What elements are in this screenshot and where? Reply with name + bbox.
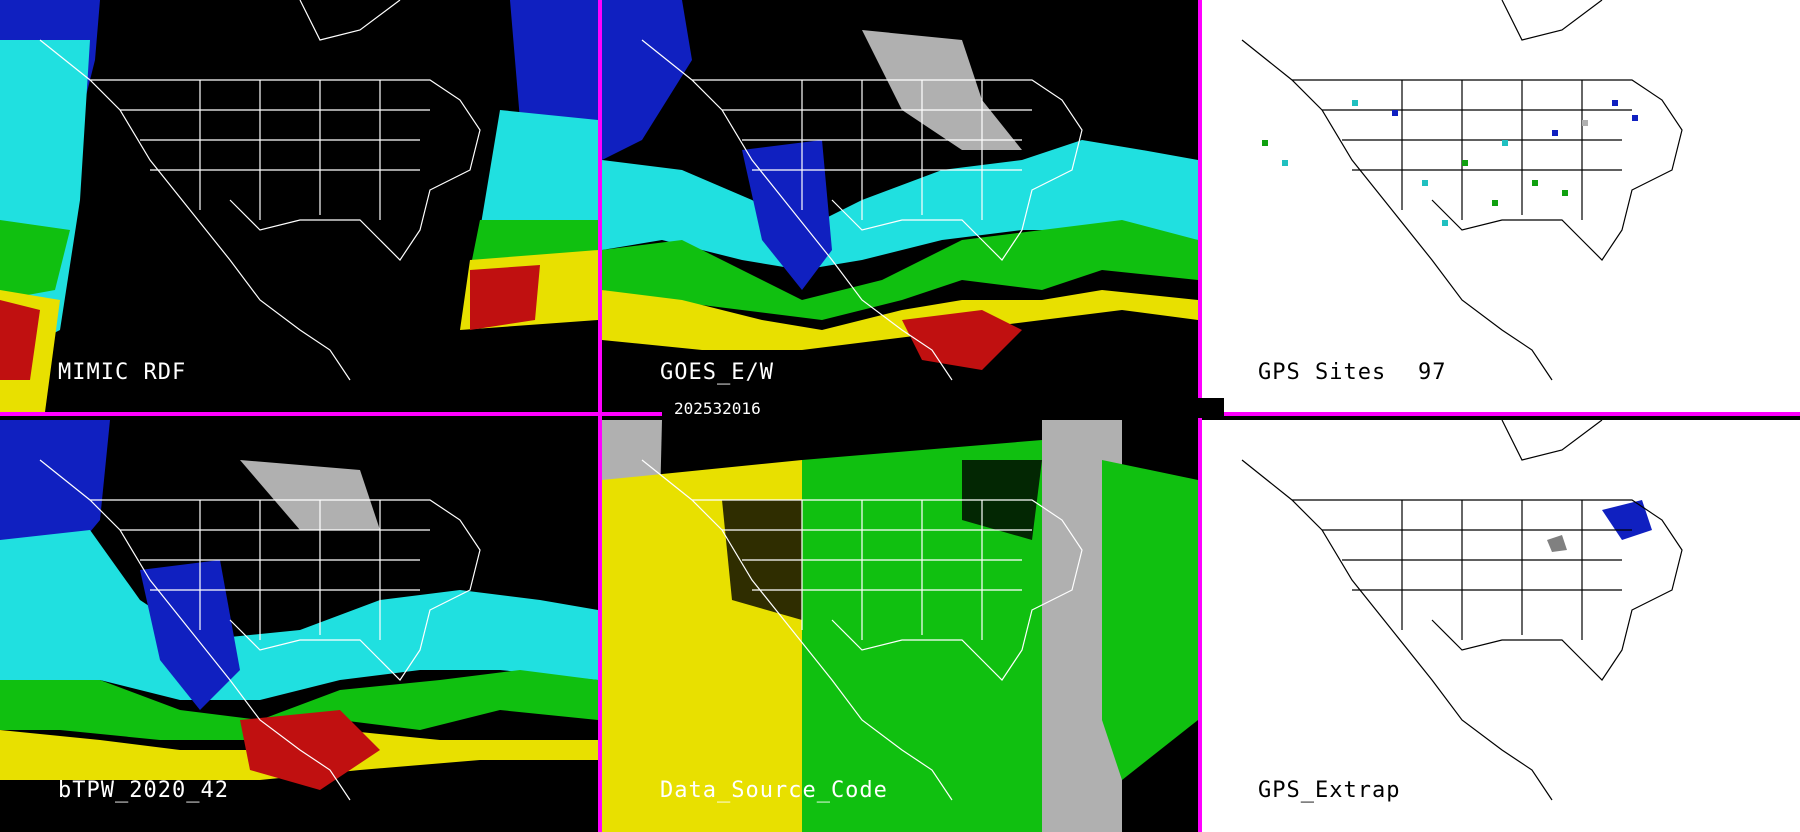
gps-site-count: 97 bbox=[1418, 360, 1447, 385]
map-outline bbox=[39, 459, 481, 801]
map-outline bbox=[641, 39, 1083, 381]
panel-data-source-code: Data_Source_Code bbox=[602, 420, 1198, 832]
panel-label: GPS Sites bbox=[1258, 360, 1387, 385]
mimic-map bbox=[0, 0, 598, 412]
data-source-map bbox=[602, 420, 1198, 832]
panel-goes: GOES_E/W bbox=[602, 0, 1198, 412]
map-outline bbox=[1241, 0, 1683, 381]
panel-mimic-rdf: MIMIC RDF bbox=[0, 0, 598, 412]
map-outline bbox=[1241, 420, 1683, 801]
timestamp-bar: 202532016 bbox=[662, 398, 1224, 418]
panel-blpw: bTPW_2020_42 bbox=[0, 420, 598, 832]
goes-map bbox=[602, 0, 1198, 412]
panel-gps-sites: GPS Sites 97 bbox=[1202, 0, 1800, 412]
panel-label: GPS_Extrap bbox=[1258, 778, 1401, 803]
map-outline bbox=[641, 459, 1083, 801]
panel-label: GOES_E/W bbox=[660, 360, 774, 385]
panel-label: Data_Source_Code bbox=[660, 778, 888, 803]
gps-sites-map bbox=[1202, 0, 1800, 412]
divider-vertical-left bbox=[598, 0, 602, 832]
panel-label: bTPW_2020_42 bbox=[58, 778, 229, 803]
timestamp: 202532016 bbox=[674, 399, 761, 418]
gps-extrap-map bbox=[1202, 420, 1800, 832]
panel-gps-extrap: GPS_Extrap bbox=[1202, 420, 1800, 832]
panel-label: MIMIC RDF bbox=[58, 360, 187, 385]
map-outline bbox=[39, 0, 481, 381]
gps-site-markers bbox=[1262, 100, 1638, 226]
blpw-map bbox=[0, 420, 598, 832]
